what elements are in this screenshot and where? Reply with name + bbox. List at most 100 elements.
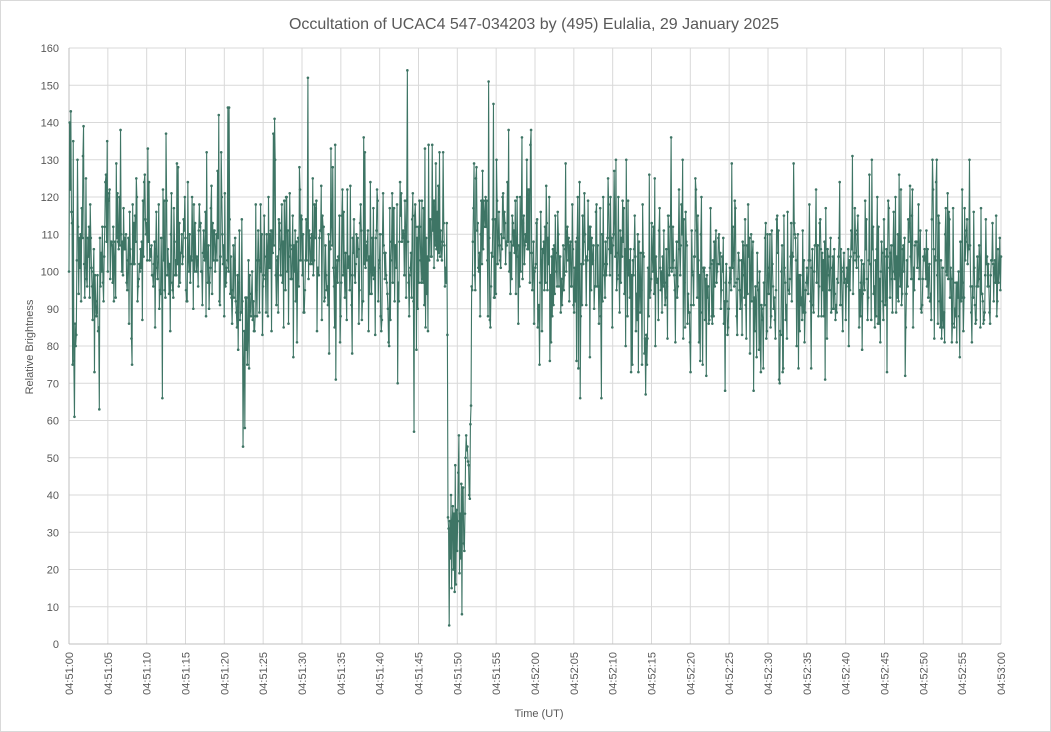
data-point bbox=[583, 232, 587, 236]
data-point bbox=[199, 221, 202, 225]
data-point bbox=[510, 214, 514, 217]
data-point bbox=[652, 225, 655, 229]
data-point bbox=[276, 255, 279, 258]
data-point bbox=[241, 300, 244, 303]
data-point bbox=[676, 285, 680, 288]
data-point bbox=[863, 288, 866, 292]
data-point bbox=[424, 236, 428, 240]
x-tick-label: 04:51:55 bbox=[491, 652, 503, 695]
data-point bbox=[338, 340, 342, 344]
data-point bbox=[961, 281, 965, 284]
data-point bbox=[989, 273, 992, 277]
data-point bbox=[734, 281, 738, 284]
data-point bbox=[721, 236, 725, 240]
data-point bbox=[465, 449, 469, 452]
data-point bbox=[97, 326, 101, 329]
data-point bbox=[558, 255, 562, 258]
data-point bbox=[598, 288, 601, 292]
data-point bbox=[563, 247, 567, 251]
data-point bbox=[161, 188, 165, 191]
data-point bbox=[343, 296, 347, 299]
data-point bbox=[147, 180, 151, 184]
data-point bbox=[115, 162, 118, 165]
data-point bbox=[829, 311, 833, 314]
data-point bbox=[694, 177, 697, 180]
data-point bbox=[765, 329, 769, 333]
data-point bbox=[517, 322, 520, 325]
data-point bbox=[105, 139, 109, 143]
data-point bbox=[113, 240, 117, 243]
data-point bbox=[370, 292, 373, 296]
data-point bbox=[266, 314, 270, 318]
data-point bbox=[900, 303, 903, 307]
data-point bbox=[892, 210, 895, 214]
data-point bbox=[898, 273, 902, 277]
data-point bbox=[418, 199, 421, 203]
data-point bbox=[942, 326, 945, 329]
data-point bbox=[410, 296, 413, 299]
data-point bbox=[170, 281, 174, 284]
data-point bbox=[636, 232, 640, 236]
data-point bbox=[708, 318, 711, 322]
data-point bbox=[545, 221, 549, 225]
data-point bbox=[940, 318, 944, 322]
data-point bbox=[251, 318, 255, 322]
data-point bbox=[420, 199, 424, 203]
data-point bbox=[795, 277, 799, 281]
data-point bbox=[802, 311, 805, 314]
data-point bbox=[669, 136, 673, 139]
data-point bbox=[701, 363, 704, 366]
data-point bbox=[156, 255, 160, 258]
data-point bbox=[603, 273, 606, 277]
data-point bbox=[93, 273, 97, 277]
data-point bbox=[96, 329, 100, 333]
data-point bbox=[631, 363, 634, 366]
data-point bbox=[572, 303, 575, 307]
data-point bbox=[957, 314, 961, 318]
data-point bbox=[948, 296, 952, 299]
data-point bbox=[409, 266, 412, 270]
data-point bbox=[776, 251, 780, 255]
data-point bbox=[99, 251, 103, 255]
data-point bbox=[981, 300, 985, 303]
data-point bbox=[398, 180, 402, 184]
data-point bbox=[364, 266, 367, 270]
data-point bbox=[646, 337, 649, 340]
data-point bbox=[196, 259, 199, 262]
data-point bbox=[843, 281, 846, 284]
data-point bbox=[481, 247, 485, 251]
data-point bbox=[957, 270, 960, 273]
data-point bbox=[516, 255, 520, 258]
data-point bbox=[949, 277, 953, 281]
data-point bbox=[688, 311, 691, 314]
data-point bbox=[490, 255, 494, 258]
data-point bbox=[950, 340, 954, 344]
data-point bbox=[417, 281, 421, 284]
data-point bbox=[546, 288, 549, 292]
data-point bbox=[120, 270, 124, 273]
data-point bbox=[706, 296, 709, 299]
data-point bbox=[349, 273, 353, 277]
data-point bbox=[476, 221, 480, 225]
data-point bbox=[600, 232, 604, 236]
data-point bbox=[79, 300, 83, 303]
data-point bbox=[798, 273, 802, 277]
data-point bbox=[306, 76, 310, 80]
data-point bbox=[536, 326, 540, 329]
data-point bbox=[130, 363, 134, 366]
data-point bbox=[204, 314, 208, 318]
data-point bbox=[819, 247, 823, 251]
data-point bbox=[665, 285, 669, 288]
data-point bbox=[911, 188, 914, 191]
data-point bbox=[387, 344, 391, 348]
data-point bbox=[758, 348, 762, 352]
data-point bbox=[443, 285, 447, 288]
data-point bbox=[810, 266, 814, 270]
x-tick-label: 04:52:05 bbox=[569, 652, 581, 695]
data-point bbox=[149, 255, 153, 258]
data-point bbox=[912, 266, 915, 270]
data-point bbox=[319, 229, 322, 232]
data-point bbox=[619, 281, 623, 284]
data-point bbox=[426, 329, 430, 333]
data-point bbox=[591, 262, 594, 266]
